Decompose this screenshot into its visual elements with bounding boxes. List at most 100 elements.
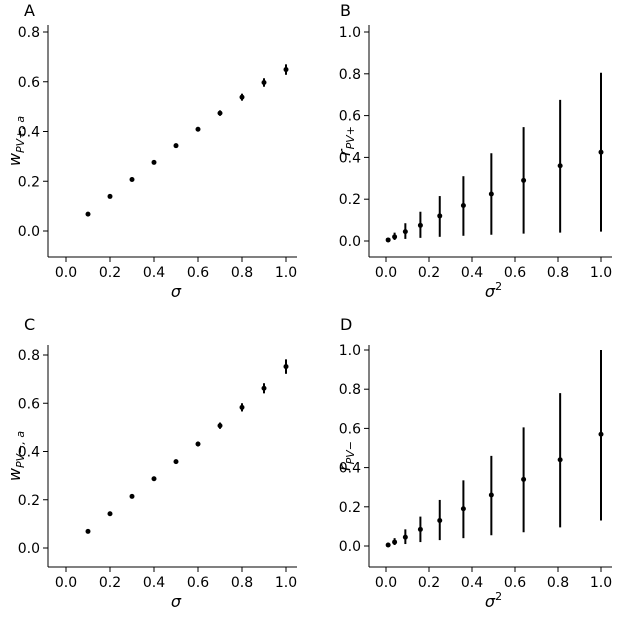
y-tick-label: 0.4 [18, 125, 40, 141]
data-point [402, 534, 408, 540]
y-axis-label-sub: PV−, a [14, 431, 27, 468]
y-tick-label: 0.2 [339, 192, 361, 208]
x-tick-label: 0.6 [187, 265, 209, 281]
y-tick-label: 0.0 [18, 541, 40, 557]
x-tick-label: 0.4 [143, 265, 165, 281]
x-tick-label: 0.2 [418, 265, 440, 281]
panel-letter: B [340, 1, 351, 20]
x-tick-label: 0.4 [143, 575, 165, 591]
data-point [283, 364, 289, 370]
x-tick-label: 0.2 [418, 575, 440, 591]
data-point [217, 110, 223, 116]
y-axis-label-sub: PV+, a [14, 116, 27, 153]
y-axis-label-main: w [5, 467, 24, 481]
x-tick-label: 0.0 [55, 265, 77, 281]
panel-letter: D [340, 315, 352, 334]
panel-b: B 0.0 0.2 0.4 0.6 0.8 1.0 0.0 0.2 0.4 0.6 0.8 1.0 σ2 r… [335, 1, 612, 301]
y-axis-label: wPV−, a [5, 431, 27, 481]
data-point [195, 126, 201, 132]
x-tick-label: 0.6 [504, 265, 526, 281]
data-point [521, 177, 527, 183]
y-tick-label: 0.4 [339, 150, 361, 166]
data-point [460, 202, 466, 208]
data-point [239, 404, 245, 410]
x-tick-label: 0.8 [547, 265, 569, 281]
panel-letter: A [24, 1, 35, 20]
y-tick-label: 0.0 [18, 224, 40, 240]
x-tick-label: 0.6 [187, 575, 209, 591]
data-point [460, 506, 466, 512]
data-point [107, 193, 113, 199]
x-tick-label: 0.8 [547, 575, 569, 591]
data-point [557, 163, 563, 169]
data-point [107, 511, 113, 517]
x-tick-label: 0.4 [461, 575, 483, 591]
x-axis-label: σ2 [485, 280, 502, 301]
data-point [195, 441, 201, 447]
data-point [385, 542, 391, 548]
y-tick-label: 1.0 [339, 343, 361, 359]
data-point [151, 476, 157, 482]
data-point [261, 79, 267, 85]
x-tick-label: 0.0 [375, 575, 397, 591]
data-point [402, 229, 408, 235]
data-point [598, 149, 604, 155]
y-tick-label: 0.0 [339, 234, 361, 250]
y-tick-label: 0.6 [339, 421, 361, 437]
y-axis-label-sub: PV− [344, 441, 357, 464]
data-point [239, 94, 245, 100]
data-point [417, 222, 423, 228]
data-point [151, 159, 157, 165]
x-axis-label: σ2 [485, 590, 502, 611]
y-tick-label: 0.8 [339, 382, 361, 398]
data-point [557, 457, 563, 463]
data-point [521, 476, 527, 482]
y-tick-label: 0.4 [18, 445, 40, 461]
x-tick-label: 0.2 [99, 265, 121, 281]
y-axis-label: wPV+, a [5, 116, 27, 166]
x-axis-label-sup: 2 [495, 280, 502, 293]
data-point [598, 431, 604, 437]
y-axis-label: rPV− [335, 441, 357, 471]
x-tick-label: 0.8 [231, 575, 253, 591]
data-point [217, 423, 223, 429]
panel-d: D 0.0 0.2 0.4 0.6 0.8 1.0 0.0 0.2 0.4 0.6 0.8 1.0 σ2 r… [335, 315, 612, 611]
data-point [85, 528, 91, 534]
x-tick-label: 0.0 [55, 575, 77, 591]
y-tick-label: 0.0 [339, 539, 361, 555]
data-point [129, 177, 135, 183]
data-point [437, 518, 443, 524]
x-tick-label: 1.0 [590, 265, 612, 281]
data-point [129, 493, 135, 499]
data-point [385, 237, 391, 243]
panel-letter: C [24, 315, 35, 334]
data-point [261, 385, 267, 391]
data-point [85, 211, 91, 217]
panel-a: A 0.0 0.2 0.4 0.6 0.8 1.0 0.0 0.2 0.4 0.6 0.8 σ wPV+,… [5, 1, 297, 301]
y-tick-label: 0.6 [18, 75, 40, 91]
y-tick-label: 0.6 [18, 396, 40, 412]
x-tick-label: 0.2 [99, 575, 121, 591]
y-tick-label: 0.8 [18, 25, 40, 41]
panel-c: C 0.0 0.2 0.4 0.6 0.8 1.0 0.0 0.2 0.4 0.6 0.8 σ wPV−,… [5, 315, 297, 611]
y-tick-label: 0.6 [339, 109, 361, 125]
y-axis-label-main: w [5, 152, 24, 166]
data-point [392, 234, 398, 240]
x-axis-label: σ [171, 592, 182, 611]
x-tick-label: 0.6 [504, 575, 526, 591]
y-tick-label: 1.0 [339, 25, 361, 41]
y-tick-label: 0.2 [339, 500, 361, 516]
y-tick-label: 0.8 [18, 348, 40, 364]
y-tick-label: 0.4 [339, 461, 361, 477]
data-point [173, 143, 179, 149]
data-point [488, 492, 494, 498]
x-tick-label: 0.4 [461, 265, 483, 281]
y-tick-label: 0.8 [339, 67, 361, 83]
data-point [488, 191, 494, 197]
x-tick-label: 1.0 [590, 575, 612, 591]
x-axis-label: σ [171, 282, 182, 301]
x-axis-label-sup: 2 [495, 590, 502, 603]
y-axis-label-sub: PV+ [344, 126, 357, 149]
data-point [417, 526, 423, 532]
